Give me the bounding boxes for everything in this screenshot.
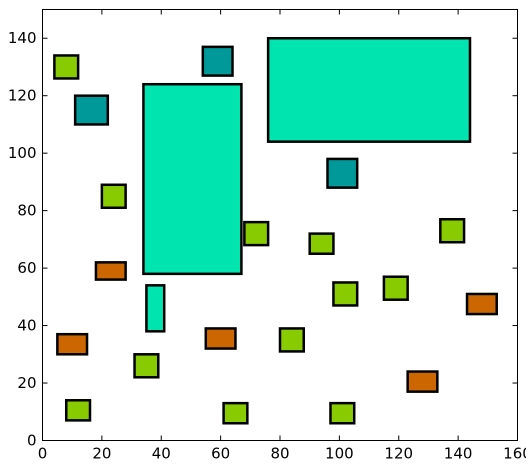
rectangle-mark-4 — [73, 94, 110, 126]
rectangle-mark-13 — [278, 327, 305, 353]
x-tick-label-2: 40 — [152, 445, 171, 463]
x-tick-label-3: 60 — [211, 445, 230, 463]
y-tick-label-6: 120 — [8, 87, 37, 105]
rectangle-mark-5 — [326, 157, 359, 189]
y-tick-label-3: 60 — [17, 259, 36, 277]
y-tick-label-5: 100 — [8, 144, 37, 162]
y-tick-label-7: 140 — [8, 29, 37, 47]
axis-tick-labels: 0 20 40 60 80 100 120 140 160 0 20 40 60 80 100 120 140 — [8, 29, 526, 462]
y-tick-label-4: 80 — [17, 202, 36, 220]
rectangle-mark-7 — [100, 183, 127, 210]
rectangle-mark-1 — [142, 82, 243, 276]
rectangle-mark-0 — [266, 36, 472, 143]
rectangle-mark-9 — [308, 232, 335, 255]
x-tick-label-6: 120 — [384, 445, 413, 463]
y-tick-label-0: 0 — [27, 432, 37, 450]
rectangle-mark-18 — [94, 261, 127, 281]
rectangle-mark-8 — [243, 220, 270, 247]
plot-frame — [42, 9, 518, 441]
rectangle-mark-12 — [382, 275, 409, 301]
plot-marks — [53, 36, 498, 425]
rectangle-mark-20 — [56, 332, 89, 356]
x-tick-label-7: 140 — [444, 445, 473, 463]
y-tick-label-2: 40 — [17, 317, 36, 335]
rectangle-mark-2 — [145, 284, 166, 333]
rectangle-mark-21 — [204, 327, 237, 350]
x-tick-label-8: 160 — [503, 445, 526, 463]
rectangle-mark-6 — [53, 54, 80, 80]
y-tick-label-1: 20 — [17, 374, 36, 392]
rectangle-mark-15 — [65, 399, 92, 422]
rectangle-mark-11 — [332, 281, 359, 307]
rectangle-mark-14 — [133, 353, 160, 379]
rectangle-mark-22 — [406, 370, 439, 393]
x-tick-label-0: 0 — [38, 445, 48, 463]
rectangle-mark-19 — [465, 292, 498, 316]
rectangle-mark-17 — [329, 401, 356, 425]
x-tick-label-1: 20 — [92, 445, 111, 463]
rectangle-mark-16 — [222, 401, 249, 425]
x-tick-label-4: 80 — [270, 445, 289, 463]
rectangle-mark-10 — [439, 218, 466, 244]
x-tick-label-5: 100 — [325, 445, 354, 463]
rectangle-mark-3 — [201, 45, 234, 77]
